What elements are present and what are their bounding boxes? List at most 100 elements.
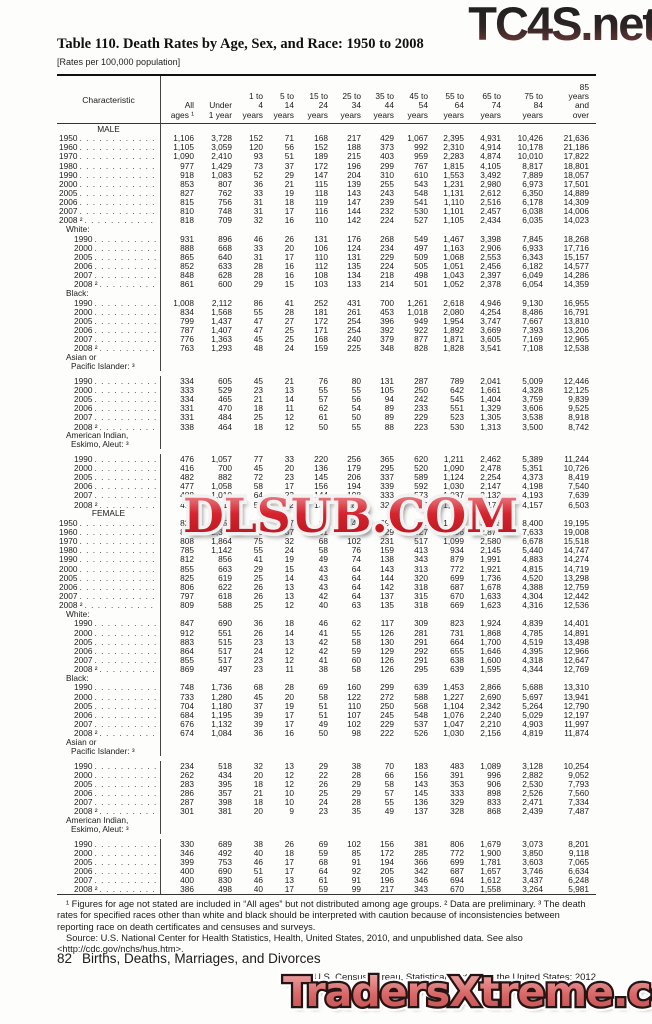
table-row: 2000 888 668 33 20 106 124 234 497 1,163 2,906 6,93… (57, 242, 596, 253)
value-cell: 1,736 (480, 572, 501, 583)
value-cell: 856 (218, 554, 232, 565)
row-label: 2000 (59, 178, 78, 189)
value-cell: 26 (284, 233, 294, 244)
value-cell: 57 (318, 394, 328, 405)
value-cell: 256 (347, 453, 361, 464)
value-cell: 1,600 (480, 655, 501, 666)
value-cell: 828 (414, 343, 428, 354)
row-label-cell: 1980 (57, 160, 161, 171)
value-cell: 62 (351, 618, 361, 629)
table-header-row: Characteristic All ages ¹ Under 1 year 1 t… (57, 76, 596, 124)
row-label: 2000 (74, 384, 93, 395)
value-cell: 48 (253, 343, 263, 354)
value-cell: 98 (351, 728, 361, 739)
value-cell: 498 (218, 884, 232, 895)
value-cell: 168 (314, 133, 328, 144)
group-label: Pacific Islander: ³ (71, 361, 135, 372)
value-cell: 4,519 (522, 636, 543, 647)
row-label-cell: 1970 (57, 151, 161, 162)
value-cell: 23 (253, 655, 263, 666)
value-cell: 145 (314, 472, 328, 483)
column-header: 75 to 84 years (522, 91, 543, 120)
value-cell: 72 (253, 472, 263, 483)
value-cell: 379 (380, 334, 394, 345)
value-cell: 3,728 (211, 133, 232, 144)
value-cell: 699 (450, 856, 464, 867)
value-cell: 6,350 (522, 187, 543, 198)
row-label: 2005 (59, 572, 78, 583)
value-cell: 41 (253, 554, 263, 565)
value-cell: 135 (380, 600, 394, 611)
value-cell: 281 (414, 627, 428, 638)
value-cell: 639 (450, 664, 464, 675)
value-cell: 498 (414, 270, 428, 281)
value-cell: 62 (318, 403, 328, 414)
row-label-cell: 2000 (57, 691, 161, 702)
value-cell: 25 (318, 787, 328, 798)
value-cell: 3,128 (522, 760, 543, 771)
row-label-cell: 2005 (57, 700, 161, 711)
value-cell: 2,456 (480, 261, 501, 272)
row-label: 1990 (74, 233, 93, 244)
value-cell: 119 (314, 197, 328, 208)
value-cell: 1,924 (480, 618, 501, 629)
table-row: 2008 ² 861 600 29 15 103 133 214 501 1,052 2,378 6,… (57, 279, 596, 290)
table-row: 2007 848 628 28 16 108 134 218 498 1,043 2,397 6,04… (57, 270, 596, 281)
table-row: 1960 1,105 3,059 120 56 152 188 373 992 2,310 4,91… (57, 142, 596, 153)
value-cell: 392 (380, 325, 394, 336)
value-cell: 1,010 (211, 490, 232, 501)
value-cell: 2,612 (480, 187, 501, 198)
value-cell: 37 (253, 700, 263, 711)
table-row: 2006 787 1,407 47 25 171 254 392 922 1,892 3,669 7,… (57, 325, 596, 336)
value-cell: 64 (351, 572, 361, 583)
value-cell: 17 (284, 251, 294, 262)
value-cell: 3,264 (522, 884, 543, 895)
group-label: American Indian, (66, 814, 129, 825)
row-label: 2006 (74, 403, 93, 414)
value-cell: 252 (314, 297, 328, 308)
value-cell: 2,410 (211, 151, 232, 162)
table-row: 2005 827 762 33 19 118 143 243 548 1,131 2,612 6,35… (57, 187, 596, 198)
value-cell: 1,051 (443, 261, 464, 272)
value-cell: 1,124 (443, 472, 464, 483)
value-cell: 91 (351, 856, 361, 867)
row-label: 2007 (59, 591, 78, 602)
row-label-cell: Eskimo, Aleut: ³ (57, 439, 161, 450)
value-cell: 12,446 (563, 375, 589, 386)
value-cell: 3,603 (522, 856, 543, 867)
value-cell: 10 (284, 797, 294, 808)
row-label-cell: 2006 (57, 325, 161, 336)
table-row: 1950 1,106 3,728 152 71 168 217 429 1,067 2,395 4,… (57, 133, 596, 144)
value-cell: 9,525 (568, 403, 589, 414)
value-cell: 8,742 (568, 421, 589, 432)
value-cell: 47 (284, 517, 294, 528)
value-cell: 26 (253, 591, 263, 602)
footnotes: ¹ Figures for age not stated are include… (57, 899, 597, 955)
value-cell: 225 (347, 343, 361, 354)
value-cell: 107 (347, 709, 361, 720)
table-row: 2008 ² 763 1,293 48 24 159 225 348 828 1,828 3,541… (57, 343, 596, 354)
value-cell: 1,868 (480, 627, 501, 638)
value-cell: 16,791 (563, 306, 589, 317)
value-cell: 520 (414, 463, 428, 474)
value-cell: 3,759 (522, 394, 543, 405)
value-cell: 2,173 (480, 499, 501, 510)
value-cell: 12 (284, 645, 294, 656)
value-cell: 50 (318, 728, 328, 739)
value-cell: 731 (450, 627, 464, 638)
value-cell: 8,201 (568, 838, 589, 849)
value-cell: 1,099 (443, 536, 464, 547)
row-label-cell: 2000 (57, 178, 161, 189)
value-cell: 70 (384, 760, 394, 771)
row-label-cell: 2008 ² (57, 279, 161, 290)
value-cell: 906 (487, 778, 501, 789)
row-label: 2007 (74, 797, 93, 808)
row-label-cell: 2005 (57, 187, 161, 198)
value-cell: 8,400 (522, 517, 543, 528)
value-cell: 1,657 (480, 866, 501, 877)
value-cell: 501 (414, 279, 428, 290)
row-label-cell: 2007 (57, 490, 161, 501)
value-cell: 655 (450, 645, 464, 656)
value-cell: 126 (380, 664, 394, 675)
value-cell: 853 (180, 178, 194, 189)
